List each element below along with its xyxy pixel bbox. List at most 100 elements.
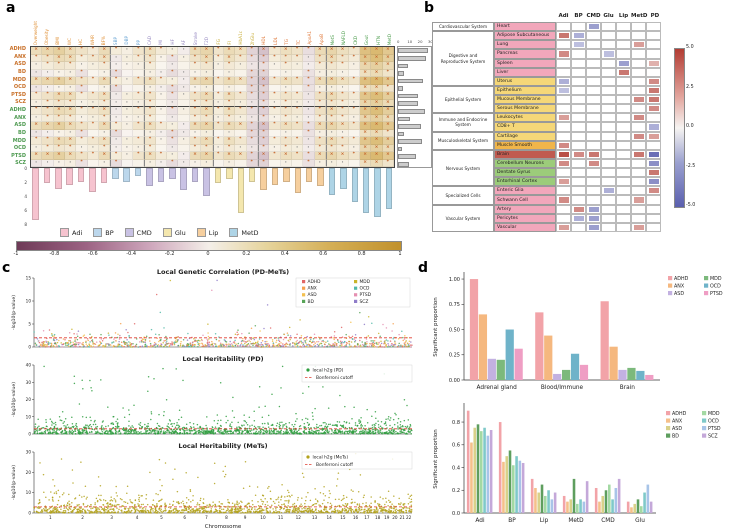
heatmap-cell: *: [291, 137, 304, 145]
row-label: SCZ: [15, 99, 26, 106]
heatmap-cell: ×: [99, 92, 111, 100]
significance-marker: ·: [35, 68, 38, 76]
tissue-heatmap-cell: [631, 140, 646, 150]
scatter-point: [189, 490, 192, 492]
scatter-point: [71, 416, 73, 419]
scatter-point: [159, 311, 162, 314]
tissue-heatmap-value: [648, 106, 659, 112]
scatter-point: [263, 429, 265, 432]
scatter-point: [371, 344, 373, 347]
legend-item: Lip: [196, 228, 218, 237]
significance-marker: *: [318, 144, 321, 150]
scatter-point: [185, 497, 188, 499]
scatter-point: [257, 500, 259, 503]
scatter-point: [68, 433, 71, 435]
heatmap-cell: ·: [325, 129, 338, 137]
column-label: HF: [167, 2, 178, 45]
scatter-point: [101, 424, 103, 427]
scatter-point: [279, 344, 282, 347]
scatter-point: [304, 502, 306, 505]
scatter-point: [157, 510, 159, 513]
scatter-point: [35, 344, 38, 346]
scatter-point: [41, 427, 44, 429]
scatter-point: [187, 499, 190, 501]
heatmap-cell: ×: [144, 122, 156, 130]
significance-marker: ·: [239, 143, 242, 151]
scatter-point: [73, 332, 75, 335]
significance-marker: ·: [57, 83, 60, 91]
heatmap-cell: ×: [371, 99, 383, 107]
heatmap-cell: *: [144, 99, 156, 107]
scatter-point: [252, 337, 255, 339]
scatter-point: [37, 418, 39, 420]
scatter-point: [107, 509, 109, 512]
scatter-point: [33, 507, 35, 510]
scatter-point: [256, 486, 259, 488]
scatter-point: [199, 510, 202, 512]
tissue-heatmap-value: [633, 197, 644, 203]
scatter-point: [135, 343, 138, 346]
tissue-label: Heart: [494, 22, 556, 32]
significance-marker: *: [273, 107, 276, 112]
significance-marker: ×: [148, 77, 152, 82]
significance-marker: ·: [69, 128, 72, 136]
scatter-point: [163, 345, 165, 348]
scatter-point: [205, 424, 207, 427]
scatter-point: [114, 511, 117, 513]
scatter-point: [300, 503, 302, 505]
scatter-point: [333, 335, 336, 337]
scatter-point: [161, 511, 163, 514]
scatter-point: [225, 343, 227, 346]
significance-marker: *: [137, 152, 140, 157]
scatter-point: [48, 507, 50, 510]
scatter-point: [132, 506, 134, 508]
scatter-point: [363, 432, 365, 435]
scatter-point: [56, 511, 58, 513]
heatmap-cell: *: [76, 69, 88, 77]
heatmap-cell: ×: [337, 122, 349, 130]
legend-label: ADHD: [308, 279, 322, 285]
scatter-point: [158, 345, 161, 347]
heatmap-cell: ×: [382, 99, 394, 107]
scatter-point: [247, 343, 250, 345]
scatter-point: [334, 424, 336, 426]
scatter-point: [97, 431, 99, 434]
column-label: MetS: [327, 2, 338, 46]
scatter-point: [272, 508, 274, 510]
scatter-point: [137, 431, 139, 433]
scatter-point: [132, 507, 134, 510]
scatter-point: [232, 396, 234, 399]
heatmap-cell: *: [280, 137, 292, 145]
scatter-point: [100, 433, 102, 435]
scatter-point: [64, 343, 66, 345]
significance-marker: ·: [69, 158, 72, 166]
scatter-point: [65, 341, 67, 344]
significance-marker: *: [80, 77, 83, 82]
scatter-point: [109, 430, 112, 432]
scatter-point: [265, 429, 268, 432]
scatter-point: [113, 504, 116, 507]
scatter-point: [191, 344, 194, 346]
tissue-heatmap-cell: [571, 67, 586, 77]
significance-marker: ×: [56, 152, 61, 157]
significance-marker: *: [148, 62, 152, 67]
scatter-point: [48, 329, 51, 331]
trait-bars: [30, 168, 395, 226]
scatter-point: [291, 511, 293, 513]
system-group-cell: Musculoskeletal System: [432, 131, 494, 150]
heatmap-cell: ×: [359, 129, 372, 137]
significance-marker: *: [34, 54, 38, 60]
scatter-point: [232, 432, 235, 434]
legend-swatch: [229, 228, 239, 237]
scatter-point: [270, 429, 273, 432]
y-tick-label: 10: [26, 299, 32, 304]
heatmap-cell: [121, 159, 134, 167]
scatter-point: [322, 386, 324, 388]
significance-marker: *: [80, 84, 83, 90]
legend-swatch: [302, 293, 306, 297]
scatter-point: [202, 507, 204, 509]
scatter-point: [138, 427, 141, 429]
scatter-point: [287, 505, 289, 507]
heatmap-cell: *: [110, 47, 122, 55]
significance-marker: ×: [227, 107, 231, 112]
